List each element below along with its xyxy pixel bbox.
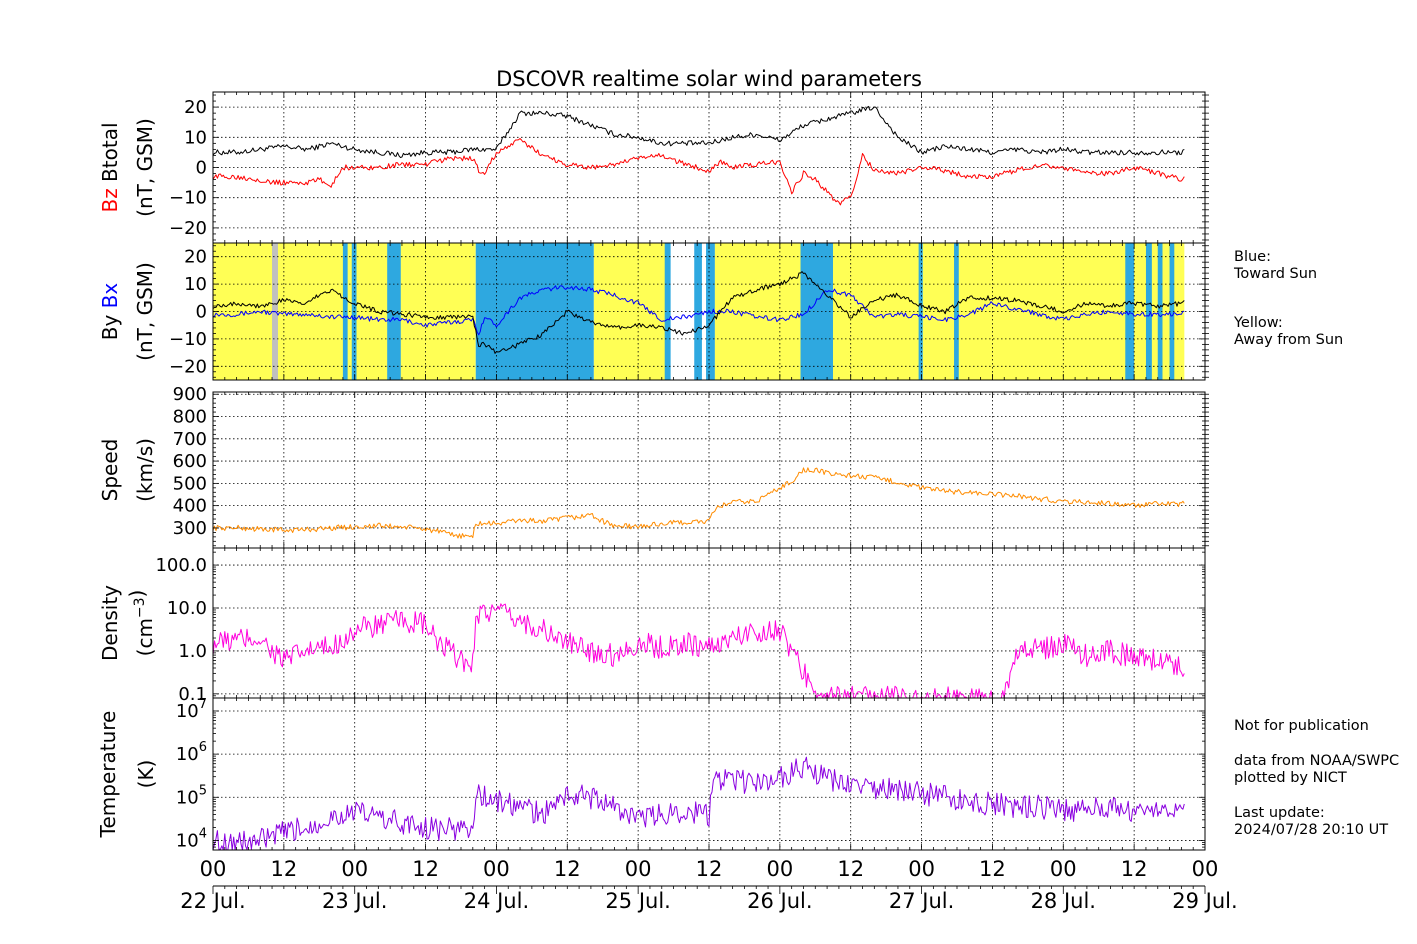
series-line-temperature bbox=[213, 756, 1185, 850]
y-tick-label: 106 bbox=[176, 740, 207, 765]
y-tick-label: 700 bbox=[173, 429, 207, 450]
x-hour-label: 00 bbox=[766, 857, 793, 881]
sector-band-toward bbox=[1145, 243, 1152, 380]
series-line-bx bbox=[213, 285, 1185, 336]
y-tick-label: −20 bbox=[169, 218, 207, 239]
y-tick-label: 10 bbox=[184, 274, 207, 295]
x-hour-label: 12 bbox=[554, 857, 581, 881]
data-source-note: data from NOAA/SWPC bbox=[1234, 753, 1399, 769]
x-hour-label: 12 bbox=[412, 857, 439, 881]
x-hour-label: 00 bbox=[625, 857, 652, 881]
x-hour-label: 12 bbox=[696, 857, 723, 881]
y-axis-label: By Bx bbox=[98, 283, 122, 341]
x-date-label: 24 Jul. bbox=[464, 889, 529, 913]
toward-sun-label-2: Toward Sun bbox=[1233, 266, 1317, 282]
x-date-label: 26 Jul. bbox=[747, 889, 812, 913]
plotted-by-note: plotted by NICT bbox=[1234, 770, 1347, 786]
y-tick-label: −20 bbox=[169, 356, 207, 377]
y-axis-label: (nT, GSM) bbox=[133, 118, 157, 217]
panel-frame bbox=[212, 547, 1206, 699]
sector-band-toward bbox=[664, 243, 671, 380]
y-tick-label: 800 bbox=[173, 407, 207, 428]
y-axis-label: (K) bbox=[134, 760, 158, 789]
panel-3: 0.1 1.0 10.0 100.0 Density (cm−3) bbox=[98, 547, 1206, 705]
x-axis: 00 12 00 12 00 12 00 12 00 12 00 12 00 12 00 22 Jul. 23 … bbox=[180, 857, 1237, 913]
notes: Blue: Toward Sun Yellow: Away from Sun N… bbox=[1233, 249, 1399, 838]
y-tick-label: 900 bbox=[173, 384, 207, 405]
panel-0: −20 −10 0 10 20 Bz Btotal (nT, GSM) bbox=[98, 91, 1209, 244]
sector-band-toward bbox=[954, 243, 959, 380]
y-tick-label: 400 bbox=[173, 496, 207, 517]
y-axis-label: (km/s) bbox=[133, 438, 157, 502]
last-update-label: Last update: bbox=[1234, 805, 1325, 821]
series-line-btotal bbox=[213, 105, 1185, 159]
y-tick-label: −10 bbox=[169, 329, 207, 350]
chart-title: DSCOVR realtime solar wind parameters bbox=[496, 67, 922, 91]
x-hour-label: 12 bbox=[270, 857, 297, 881]
away-from-sun-label-2: Away from Sun bbox=[1234, 332, 1343, 348]
x-hour-label: 12 bbox=[1121, 857, 1148, 881]
panel-4: 104 105 106 107 Temperature (K) bbox=[96, 697, 1206, 851]
y-tick-label: 0 bbox=[196, 158, 207, 179]
series-line-speed bbox=[213, 467, 1185, 539]
x-hour-label: 12 bbox=[979, 857, 1006, 881]
last-update-value: 2024/07/28 20:10 UT bbox=[1234, 822, 1388, 838]
x-date-label: 29 Jul. bbox=[1172, 889, 1237, 913]
x-hour-label: 12 bbox=[837, 857, 864, 881]
x-date-label: 25 Jul. bbox=[605, 889, 670, 913]
y-axis-label: (cm−3) bbox=[125, 590, 157, 657]
not-for-publication-note: Not for publication bbox=[1234, 718, 1369, 734]
x-hour-label: 00 bbox=[341, 857, 368, 881]
x-hour-label: 00 bbox=[908, 857, 935, 881]
y-axis-label: Bz Btotal bbox=[98, 122, 122, 212]
y-axis-label: Temperature bbox=[96, 711, 120, 839]
y-tick-label: 10.0 bbox=[167, 598, 207, 619]
panels: −20 −10 0 10 20 Bz Btotal (nT, GSM) −20 −10 0 10 20… bbox=[96, 91, 1209, 851]
x-hour-label: 00 bbox=[1050, 857, 1077, 881]
y-tick-label: 104 bbox=[176, 826, 207, 851]
y-tick-label: 0 bbox=[196, 302, 207, 323]
x-date-label: 27 Jul. bbox=[889, 889, 954, 913]
series-line-by bbox=[213, 271, 1185, 354]
toward-sun-label: Blue: bbox=[1234, 249, 1271, 265]
sector-band-toward bbox=[1157, 243, 1163, 380]
y-axis-label: (nT, GSM) bbox=[133, 262, 157, 361]
y-tick-label: 107 bbox=[176, 697, 207, 722]
y-axis-label: Density bbox=[98, 585, 122, 661]
sector-band-toward bbox=[918, 243, 923, 380]
y-tick-label: 1.0 bbox=[178, 641, 207, 662]
x-date-label: 23 Jul. bbox=[322, 889, 387, 913]
y-tick-label: 100.0 bbox=[155, 555, 207, 576]
y-tick-label: 105 bbox=[176, 783, 207, 808]
y-tick-label: 20 bbox=[184, 247, 207, 268]
y-tick-label: 600 bbox=[173, 451, 207, 472]
series-line-bz bbox=[213, 138, 1185, 206]
y-tick-label: 500 bbox=[173, 473, 207, 494]
y-axis-label: Speed bbox=[98, 439, 122, 502]
y-tick-label: 10 bbox=[184, 127, 207, 148]
panel-1: −20 −10 0 10 20 By Bx (nT, GSM) bbox=[98, 242, 1209, 381]
away-from-sun-label: Yellow: bbox=[1233, 315, 1283, 331]
x-hour-label: 00 bbox=[483, 857, 510, 881]
series-line-density bbox=[213, 603, 1185, 698]
y-tick-label: 20 bbox=[184, 97, 207, 118]
x-hour-label: 00 bbox=[1192, 857, 1219, 881]
sector-band-toward bbox=[1169, 243, 1175, 380]
x-hour-label: 00 bbox=[200, 857, 227, 881]
y-tick-label: 0.1 bbox=[178, 684, 207, 705]
x-date-label: 22 Jul. bbox=[180, 889, 245, 913]
x-date-label: 28 Jul. bbox=[1031, 889, 1096, 913]
y-tick-label: −10 bbox=[169, 188, 207, 209]
y-tick-label: 300 bbox=[173, 518, 207, 539]
sector-band-away bbox=[593, 243, 668, 380]
